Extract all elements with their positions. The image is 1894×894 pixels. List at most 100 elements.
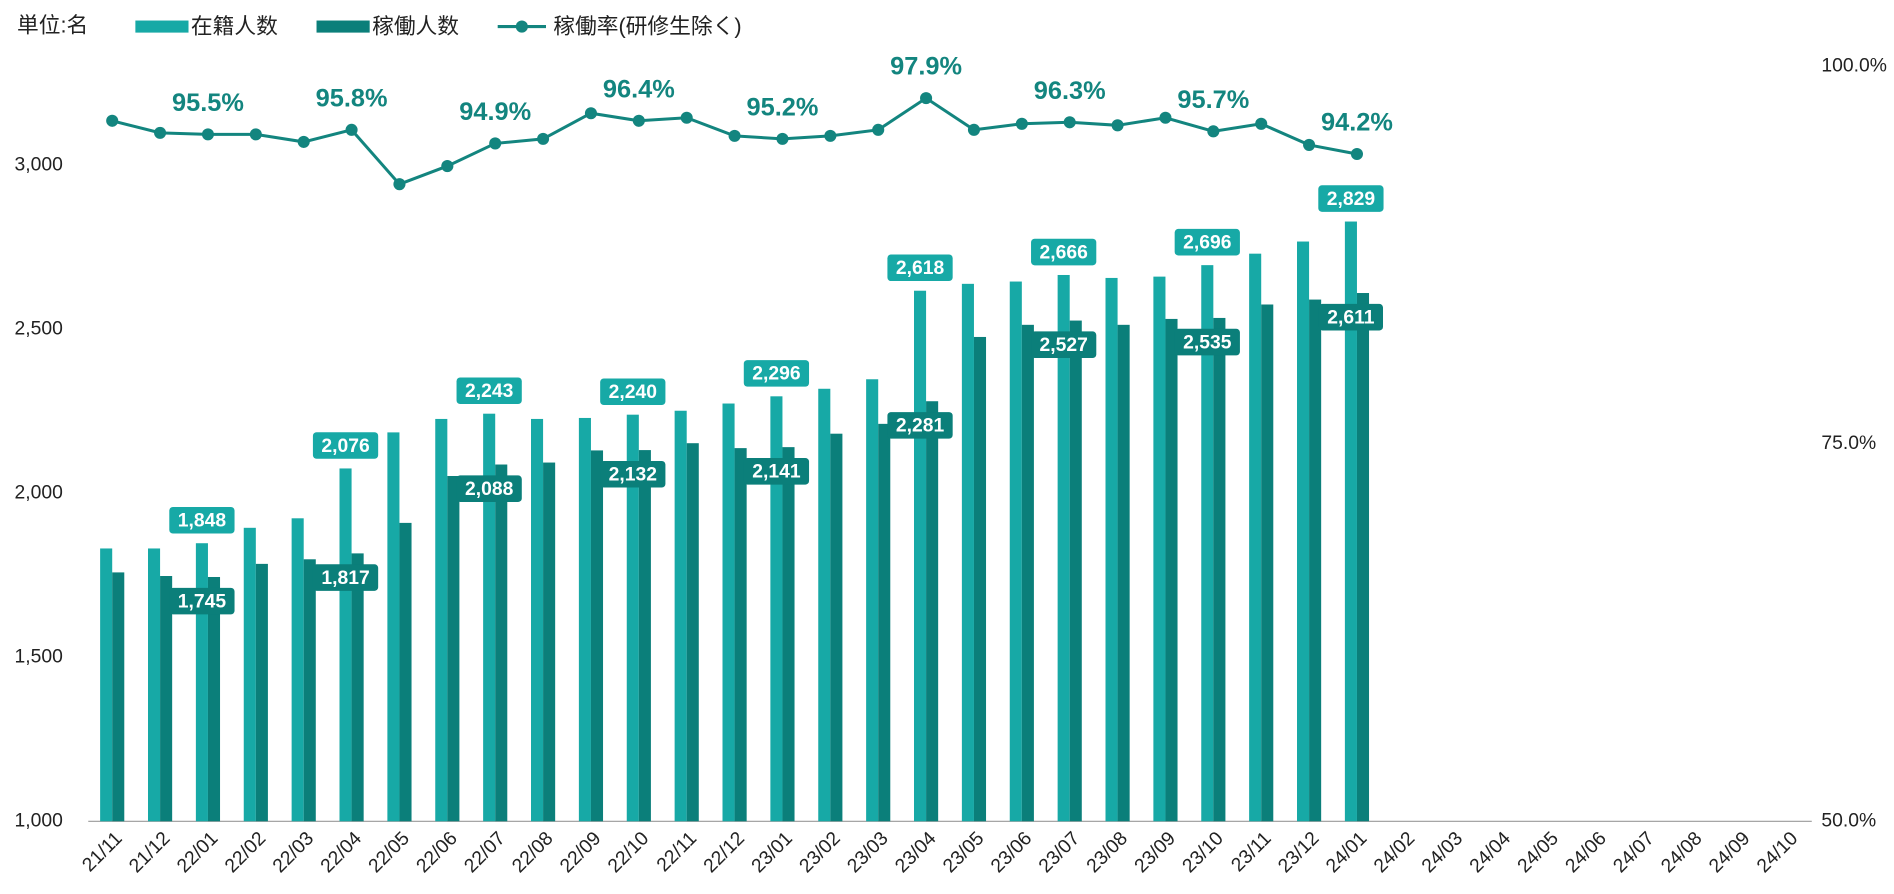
x-tick-label: 22/09 — [556, 828, 605, 877]
rate-point — [1207, 125, 1220, 138]
x-tick-label: 24/07 — [1610, 828, 1659, 877]
value-label-text: 2,296 — [752, 364, 801, 385]
bar — [1356, 293, 1370, 822]
bar — [160, 576, 173, 822]
rate-point — [537, 132, 550, 145]
bar — [447, 475, 460, 822]
x-tick-label: 22/12 — [700, 828, 749, 877]
value-label-text: 2,829 — [1327, 189, 1376, 210]
x-tick-label: 23/01 — [748, 828, 797, 877]
value-label-text: 2,666 — [1039, 242, 1088, 263]
rate-point — [345, 123, 358, 136]
rate-point — [489, 137, 502, 150]
x-tick-label: 22/07 — [461, 828, 510, 877]
y2-tick-label: 75.0% — [1821, 433, 1876, 454]
rate-label: 97.9% — [890, 53, 962, 81]
x-tick-label: 22/08 — [508, 828, 557, 877]
y-tick-label: 1,000 — [15, 810, 63, 831]
bar — [243, 527, 256, 822]
value-label: 2,141 — [743, 458, 810, 485]
bar — [207, 576, 221, 822]
rate-point — [1111, 119, 1124, 132]
label-box — [743, 458, 810, 485]
rate-point — [154, 126, 167, 139]
x-tick-label: 22/11 — [653, 828, 701, 876]
x-tick-label: 23/09 — [1131, 828, 1180, 877]
value-label-text: 2,535 — [1183, 332, 1232, 353]
bar — [339, 468, 352, 822]
rate-point — [584, 107, 597, 120]
x-tick-label: 22/04 — [317, 828, 366, 877]
x-tick-label: 22/01 — [173, 828, 222, 877]
value-label: 2,535 — [1174, 328, 1240, 356]
y-tick-label: 1,500 — [15, 646, 63, 667]
value-label-text: 2,132 — [609, 465, 657, 486]
bar — [1261, 304, 1274, 822]
bar — [435, 418, 448, 822]
rate-point — [1015, 117, 1028, 130]
bar — [1165, 318, 1178, 822]
value-label: 2,696 — [1174, 228, 1240, 256]
bar — [1105, 277, 1118, 822]
x-tick-label: 22/10 — [604, 828, 653, 877]
x-tick-label: 24/02 — [1370, 828, 1419, 877]
bar — [674, 410, 687, 822]
legend-item: 在籍人数 — [135, 14, 278, 39]
rate-point — [776, 132, 789, 145]
bar — [543, 462, 556, 822]
label-box — [1174, 228, 1240, 256]
value-label-text: 2,618 — [896, 258, 945, 279]
unit-note: 単位:名 — [17, 12, 88, 37]
value-label-text: 2,141 — [752, 462, 801, 483]
x-tick-label: 21/12 — [125, 828, 174, 877]
legend-swatch — [316, 20, 370, 33]
value-label: 2,618 — [887, 254, 953, 282]
rate-label: 95.8% — [316, 84, 388, 112]
rate-label: 95.2% — [747, 93, 819, 121]
label-box — [169, 587, 235, 615]
rate-label: 96.4% — [603, 75, 675, 103]
rate-label: 94.2% — [1321, 109, 1393, 137]
value-label-text: 2,240 — [609, 382, 657, 403]
rate-point — [297, 135, 310, 148]
value-label: 2,296 — [743, 360, 810, 387]
bar — [351, 553, 364, 822]
rate-label: 95.5% — [172, 89, 244, 117]
bar — [1213, 317, 1226, 822]
rate-label: 94.9% — [459, 98, 531, 126]
label-box — [887, 254, 953, 282]
bar — [195, 543, 208, 822]
bar — [626, 414, 639, 822]
bar — [638, 450, 651, 822]
bar — [734, 448, 747, 822]
bar — [866, 379, 879, 822]
value-label: 2,281 — [887, 412, 953, 439]
x-tick-label: 23/02 — [796, 828, 845, 877]
value-label-text: 2,527 — [1039, 335, 1087, 356]
bar — [782, 447, 795, 822]
bar — [531, 418, 544, 822]
bar — [1309, 299, 1322, 822]
label-box — [887, 412, 953, 439]
bar — [1201, 265, 1214, 822]
value-label-text: 2,243 — [465, 381, 514, 402]
x-tick-label: 23/05 — [939, 828, 988, 877]
y-tick-label: 2,000 — [15, 482, 63, 503]
bar — [1009, 281, 1022, 822]
x-tick-label: 23/03 — [844, 828, 893, 877]
rate-point — [967, 123, 980, 136]
bar — [1057, 274, 1070, 822]
bar — [878, 423, 891, 822]
x-tick-label: 23/06 — [987, 828, 1036, 877]
rate-point — [1303, 138, 1316, 151]
bar — [914, 290, 927, 822]
value-label: 2,076 — [312, 432, 379, 459]
label-box — [456, 475, 522, 502]
label-box — [169, 506, 235, 534]
rate-point — [920, 92, 933, 105]
value-label-text: 1,848 — [178, 511, 227, 532]
bar — [926, 401, 939, 822]
x-tick-label: 23/12 — [1274, 828, 1323, 877]
bar — [387, 432, 400, 822]
